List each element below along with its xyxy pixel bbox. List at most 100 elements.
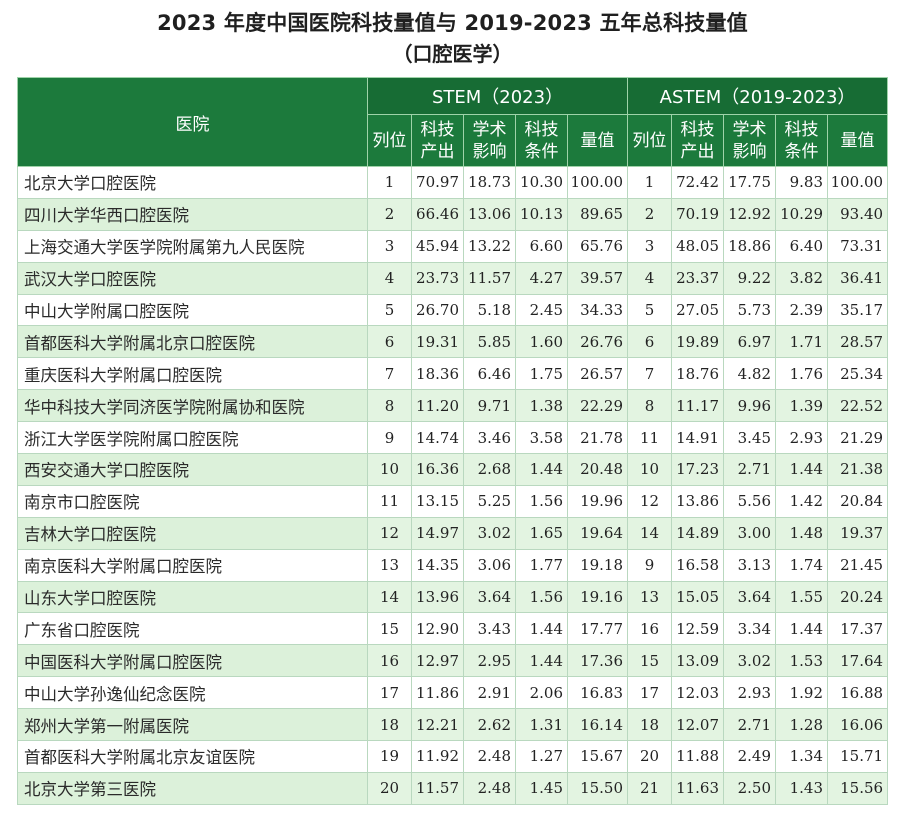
hospital-name-cell: 浙江大学医学院附属口腔医院	[17, 421, 368, 455]
astem-rank-cell: 4	[627, 261, 673, 295]
astem-impact-cell: 6.97	[723, 325, 777, 359]
astem-impact-cell: 2.49	[723, 740, 777, 773]
stem-rank-cell: 1	[367, 166, 412, 199]
stem-condition-cell: 3.58	[515, 421, 568, 455]
stem-condition-cell: 10.30	[515, 166, 568, 199]
astem-output-cell: 11.17	[671, 389, 725, 423]
astem-impact-cell: 18.86	[723, 229, 777, 263]
stem-value-cell: 26.57	[566, 357, 629, 391]
stem-output-cell: 13.96	[411, 580, 464, 614]
astem-output-cell: 12.59	[671, 612, 725, 646]
astem-output-cell: 17.23	[671, 453, 725, 486]
astem-impact-cell: 2.71	[723, 708, 777, 742]
astem-output-cell: 48.05	[671, 229, 725, 263]
stem-output-cell: 14.74	[411, 421, 464, 455]
stem-impact-header: 学术 影响	[463, 114, 516, 167]
stem-condition-cell: 1.31	[515, 708, 568, 742]
stem-condition-cell: 1.44	[515, 612, 568, 646]
astem-value-cell: 16.06	[827, 708, 889, 742]
astem-value-cell: 22.52	[827, 389, 889, 423]
stem-output-cell: 18.36	[411, 357, 464, 391]
stem-impact-cell: 3.64	[463, 580, 516, 614]
astem-condition-cell: 1.48	[775, 516, 829, 550]
astem-impact-cell: 17.75	[723, 166, 777, 199]
astem-impact-cell: 9.96	[723, 389, 777, 423]
astem-output-cell: 13.86	[671, 484, 725, 518]
astem-value-cell: 19.37	[827, 516, 889, 550]
table-row: 广东省口腔医院 15 12.90 3.43 1.44 17.77 16 12.59 3.34 1.…	[17, 612, 889, 646]
hospital-name-cell: 首都医科大学附属北京友谊医院	[17, 740, 368, 773]
table-row: 中国医科大学附属口腔医院 16 12.97 2.95 1.44 17.36 15 13.09 3…	[17, 644, 889, 678]
table-row: 南京市口腔医院 11 13.15 5.25 1.56 19.96 12 13.86 5.56 1.…	[17, 484, 889, 518]
astem-output-cell: 70.19	[671, 197, 725, 231]
stem-condition-cell: 2.45	[515, 293, 568, 327]
stem-condition-cell: 10.13	[515, 197, 568, 231]
table-row: 首都医科大学附属北京口腔医院 6 19.31 5.85 1.60 26.76 6 19.89 6…	[17, 325, 889, 359]
hospital-name-cell: 中山大学孙逸仙纪念医院	[17, 676, 368, 710]
astem-output-cell: 72.42	[671, 166, 725, 199]
table-row: 中山大学孙逸仙纪念医院 17 11.86 2.91 2.06 16.83 17 12.03 2.…	[17, 676, 889, 710]
stem-output-cell: 11.86	[411, 676, 464, 710]
stem-rank-cell: 15	[367, 612, 412, 646]
stem-rank-cell: 13	[367, 548, 412, 582]
stem-value-cell: 17.77	[566, 612, 629, 646]
stem-impact-cell: 2.48	[463, 740, 516, 773]
hospital-name-cell: 郑州大学第一附属医院	[17, 708, 368, 742]
stem-output-cell: 12.21	[411, 708, 464, 742]
stem-condition-cell: 1.56	[515, 580, 568, 614]
astem-impact-cell: 3.45	[723, 421, 777, 455]
astem-condition-cell: 1.43	[775, 771, 829, 805]
astem-rank-cell: 11	[627, 421, 673, 455]
stem-impact-cell: 13.22	[463, 229, 516, 263]
stem-impact-cell: 3.43	[463, 612, 516, 646]
astem-output-cell: 14.91	[671, 421, 725, 455]
astem-output-cell: 23.37	[671, 261, 725, 295]
astem-value-cell: 20.24	[827, 580, 889, 614]
stem-rank-cell: 17	[367, 676, 412, 710]
stem-output-cell: 12.90	[411, 612, 464, 646]
astem-rank-cell: 10	[627, 453, 673, 486]
stem-value-cell: 16.14	[566, 708, 629, 742]
stem-impact-cell: 18.73	[463, 166, 516, 199]
astem-rank-cell: 9	[627, 548, 673, 582]
astem-rank-cell: 13	[627, 580, 673, 614]
stem-condition-cell: 1.65	[515, 516, 568, 550]
astem-value-cell: 25.34	[827, 357, 889, 391]
title-block: 2023 年度中国医院科技量值与 2019-2023 五年总科技量值 （口腔医学…	[0, 8, 905, 68]
hospital-name-cell: 北京大学口腔医院	[17, 166, 368, 199]
astem-value-cell: 21.38	[827, 453, 889, 486]
stem-impact-cell: 6.46	[463, 357, 516, 391]
stem-value-cell: 89.65	[566, 197, 629, 231]
hospital-name-cell: 广东省口腔医院	[17, 612, 368, 646]
stem-value-cell: 19.96	[566, 484, 629, 518]
stem-impact-cell: 2.91	[463, 676, 516, 710]
stem-condition-cell: 1.27	[515, 740, 568, 773]
astem-value-cell: 17.37	[827, 612, 889, 646]
ranking-table: 医院 STEM（2023） ASTEM（2019-2023） 列位 科技 产出 学…	[17, 77, 889, 805]
stem-impact-cell: 3.06	[463, 548, 516, 582]
table-row: 浙江大学医学院附属口腔医院 9 14.74 3.46 3.58 21.78 11 14.91 3…	[17, 421, 889, 455]
astem-value-cell: 15.56	[827, 771, 889, 805]
stem-output-cell: 45.94	[411, 229, 464, 263]
table-row: 吉林大学口腔医院 12 14.97 3.02 1.65 19.64 14 14.89 3.00 1…	[17, 516, 889, 550]
astem-impact-cell: 5.73	[723, 293, 777, 327]
stem-impact-cell: 11.57	[463, 261, 516, 295]
hospital-name-cell: 中山大学附属口腔医院	[17, 293, 368, 327]
stem-value-cell: 39.57	[566, 261, 629, 295]
stem-value-cell: 19.64	[566, 516, 629, 550]
hospital-column-header: 医院	[17, 77, 368, 167]
stem-output-cell: 11.57	[411, 771, 464, 805]
stem-output-cell: 19.31	[411, 325, 464, 359]
astem-output-cell: 12.03	[671, 676, 725, 710]
stem-impact-cell: 5.18	[463, 293, 516, 327]
astem-value-cell: 21.45	[827, 548, 889, 582]
astem-value-cell: 28.57	[827, 325, 889, 359]
stem-impact-cell: 3.46	[463, 421, 516, 455]
table-row: 上海交通大学医学院附属第九人民医院 3 45.94 13.22 6.60 65.76 3 48…	[17, 229, 889, 263]
astem-value-cell: 93.40	[827, 197, 889, 231]
astem-condition-cell: 2.39	[775, 293, 829, 327]
stem-value-cell: 21.78	[566, 421, 629, 455]
astem-impact-header: 学术 影响	[723, 114, 777, 167]
astem-value-cell: 35.17	[827, 293, 889, 327]
astem-condition-cell: 1.28	[775, 708, 829, 742]
